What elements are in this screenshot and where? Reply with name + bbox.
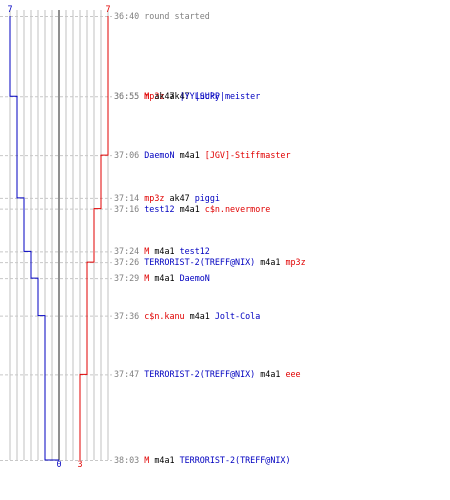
red-start-count-label: 7 (105, 4, 110, 14)
weapon-name: m4a1 (174, 203, 205, 214)
blue-player-name: TERRORIST-2(TREFF@NIX) (144, 257, 256, 268)
weapon-name: m4a1 (149, 273, 180, 284)
red-player-name: M (144, 91, 150, 102)
blue-player-name: piggi (194, 192, 220, 203)
red-player-name: mp3z (144, 192, 165, 203)
team-lines (9, 16, 109, 461)
weapon-name: ak47 (164, 192, 195, 203)
kill-event-row: 37:16 test12 m4a1 c$n.nevermore (114, 204, 270, 214)
red-end-count-label: 3 (77, 459, 82, 469)
kill-event-row: 38:03 M m4a1 TERRORIST-2(TREFF@NIX) (114, 455, 291, 465)
event-time: 37:26 (114, 257, 140, 268)
kill-event-row: 37:14 mp3z ak47 piggi (114, 193, 220, 203)
event-time: 36:55 (114, 91, 140, 102)
kill-event-row: 36:55 M ak47 |YY|SUPP|meister (114, 91, 260, 101)
round-start-row: 36:40 round started (114, 11, 210, 21)
event-time: 36:55 (114, 91, 140, 102)
red-player-name: [JGV]-Stiffmaster (204, 150, 291, 161)
event-time: 38:03 (114, 455, 140, 465)
weapon-name: m4a1 (255, 369, 286, 380)
event-time: 37:14 (114, 192, 140, 203)
event-time: 37:24 (114, 246, 140, 257)
kill-event-row: 37:06 DaemoN m4a1 [JGV]-Stiffmaster (114, 150, 291, 160)
kill-event-row: 37:24 M m4a1 test12 (114, 246, 210, 256)
kill-event-row: 36:55 mp3z ak47 Lucky (114, 91, 220, 101)
kill-event-row: 37:26 TERRORIST-2(TREFF@NIX) m4a1 mp3z (114, 257, 306, 267)
red-player-name: mp3z (144, 91, 165, 102)
blue-player-name: TERRORIST-2(TREFF@NIX) (144, 369, 256, 380)
blue-player-name: DaemoN (144, 150, 175, 161)
red-player-name: eee (285, 369, 301, 380)
weapon-name: m4a1 (255, 257, 286, 268)
weapon-name: ak47 (164, 91, 195, 102)
blue-end-count-label: 0 (56, 459, 61, 469)
weapon-name: m4a1 (149, 246, 180, 257)
red-player-name: c$n.nevermore (204, 203, 271, 214)
event-guide-lines (0, 16, 112, 461)
weapon-name: ak47 (149, 91, 180, 102)
event-time: 37:36 (114, 310, 140, 321)
weapon-name: m4a1 (149, 455, 180, 465)
red-player-name: mp3z (285, 257, 306, 268)
red-player-name: M (144, 273, 150, 284)
blue-team-alive-line (9, 16, 59, 461)
event-time: 37:47 (114, 369, 140, 380)
event-time: 37:29 (114, 273, 140, 284)
blue-player-name: Lucky (194, 91, 220, 102)
blue-player-name: TERRORIST-2(TREFF@NIX) (179, 455, 291, 465)
event-time: 36:40 (114, 11, 140, 21)
weapon-name: m4a1 (184, 310, 215, 321)
kill-event-row: 37:36 c$n.kanu m4a1 Jolt-Cola (114, 311, 260, 321)
red-player-name: M (144, 246, 150, 257)
red-team-alive-line (79, 16, 109, 460)
count-labels: 7 0 7 3 (7, 4, 110, 469)
red-player-name: c$n.kanu (144, 310, 185, 321)
event-time: 37:16 (114, 203, 140, 214)
event-text: round started (144, 11, 210, 21)
blue-player-name: Jolt-Cola (214, 310, 261, 321)
blue-player-name: test12 (144, 203, 175, 214)
kill-event-row: 37:47 TERRORIST-2(TREFF@NIX) m4a1 eee (114, 369, 301, 379)
blue-player-name: |YY|SUPP|meister (179, 91, 261, 102)
weapon-name: m4a1 (174, 150, 205, 161)
blue-start-count-label: 7 (7, 4, 12, 14)
blue-player-name: test12 (179, 246, 210, 257)
blue-player-name: DaemoN (179, 273, 210, 284)
red-player-name: M (144, 455, 150, 465)
event-time: 37:06 (114, 150, 140, 161)
kill-event-row: 37:29 M m4a1 DaemoN (114, 273, 210, 283)
